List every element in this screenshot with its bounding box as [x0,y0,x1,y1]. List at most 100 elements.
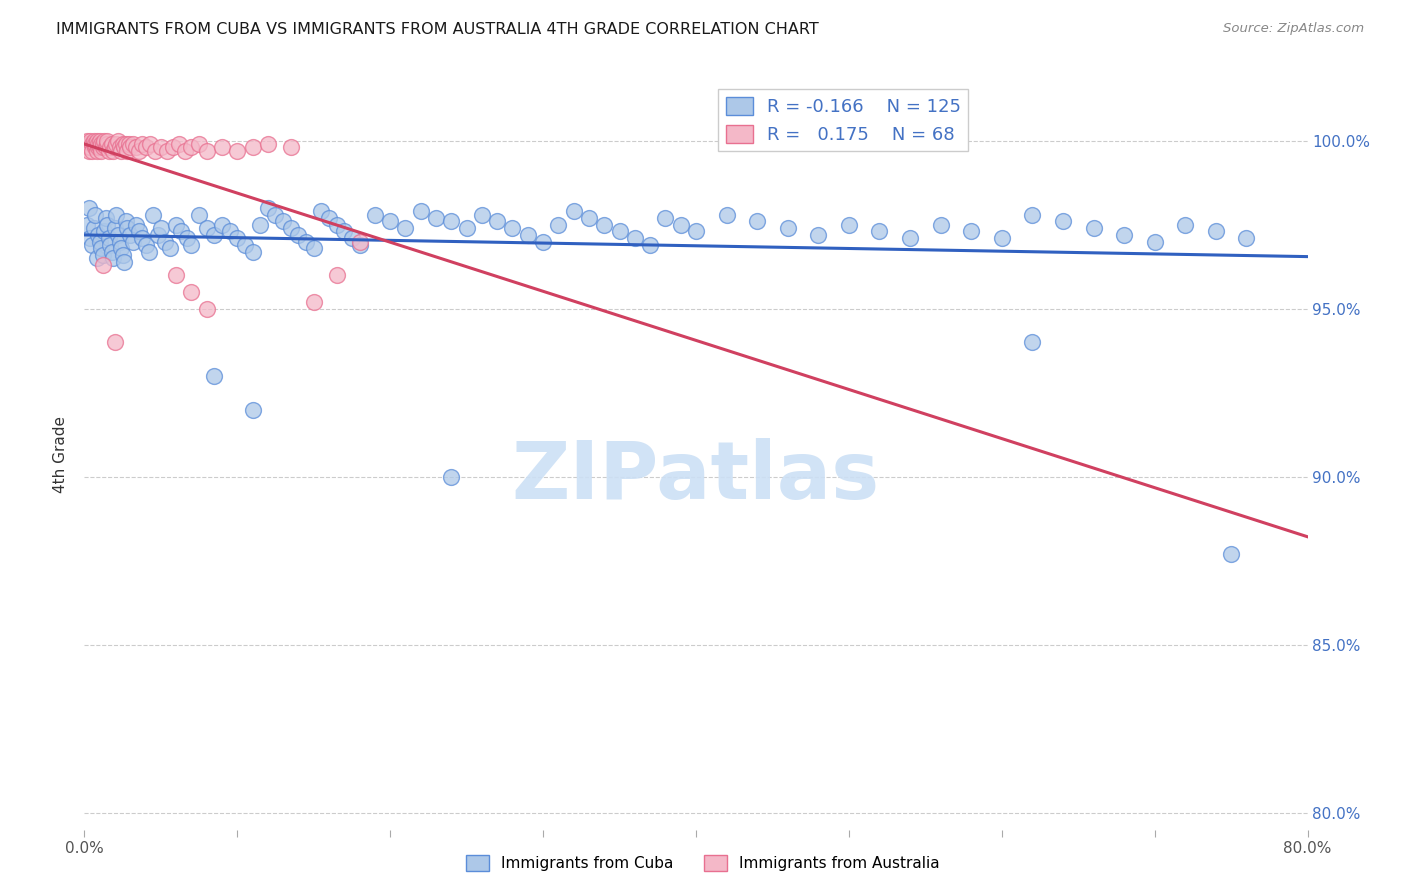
Point [110,241,132,255]
Point [83,137,105,152]
Point [128,225,150,239]
Point [84,140,107,154]
Point [333,225,356,239]
Point [349,238,371,252]
Point [638,238,661,252]
Point [76,140,98,154]
Point [77,144,100,158]
Point [287,227,309,242]
Point [188,137,211,152]
Point [578,211,600,225]
Point [440,469,463,483]
Point [96,137,118,152]
Point [104,140,127,154]
Point [104,335,127,350]
Point [91,248,114,262]
Point [188,208,211,222]
Point [929,218,952,232]
Point [89,140,111,154]
Point [90,137,112,152]
Point [125,140,148,154]
Point [609,225,631,239]
Point [242,244,264,259]
Point [120,140,142,154]
Point [101,137,124,152]
Point [115,221,138,235]
Point [325,218,347,232]
Point [394,221,416,235]
Point [112,140,135,154]
Point [669,218,692,232]
Point [271,214,294,228]
Point [226,144,249,158]
Point [202,368,225,383]
Point [516,227,538,242]
Point [202,227,225,242]
Point [110,144,132,158]
Point [249,218,271,232]
Point [991,231,1014,245]
Point [90,241,112,255]
Point [96,218,118,232]
Point [180,238,202,252]
Point [87,227,110,242]
Point [547,218,569,232]
Point [97,231,120,245]
Point [79,231,101,245]
Point [83,221,105,235]
Point [86,144,108,158]
Point [97,144,120,158]
Point [165,268,187,282]
Point [108,140,131,154]
Text: ZIPatlas: ZIPatlas [512,438,880,516]
Point [242,402,264,417]
Point [107,134,129,148]
Point [143,144,166,158]
Point [226,231,249,245]
Point [311,204,333,219]
Point [91,258,114,272]
Point [624,231,647,245]
Point [96,134,118,148]
Point [115,144,138,158]
Point [170,225,193,239]
Point [838,218,860,232]
Point [135,238,157,252]
Point [86,252,108,266]
Point [257,137,280,152]
Point [94,211,117,225]
Point [211,218,233,232]
Text: IMMIGRANTS FROM CUBA VS IMMIGRANTS FROM AUSTRALIA 4TH GRADE CORRELATION CHART: IMMIGRANTS FROM CUBA VS IMMIGRANTS FROM … [56,22,818,37]
Point [502,221,524,235]
Point [142,208,165,222]
Point [91,140,114,154]
Point [76,134,98,148]
Point [425,211,447,225]
Point [409,204,432,219]
Point [211,140,233,154]
Text: Source: ZipAtlas.com: Source: ZipAtlas.com [1223,22,1364,36]
Point [89,235,111,249]
Point [103,252,125,266]
Point [80,144,103,158]
Point [149,140,172,154]
Point [1143,235,1166,249]
Point [77,201,100,215]
Point [349,235,371,249]
Point [122,137,145,152]
Point [654,211,676,225]
Point [280,140,302,154]
Point [242,140,264,154]
Point [84,137,107,152]
Point [364,208,387,222]
Point [264,208,287,222]
Point [103,144,125,158]
Point [562,204,585,219]
Point [295,235,318,249]
Legend: Immigrants from Cuba, Immigrants from Australia: Immigrants from Cuba, Immigrants from Au… [460,849,946,877]
Point [456,221,478,235]
Point [89,134,111,148]
Point [380,214,402,228]
Point [135,140,157,154]
Point [685,225,707,239]
